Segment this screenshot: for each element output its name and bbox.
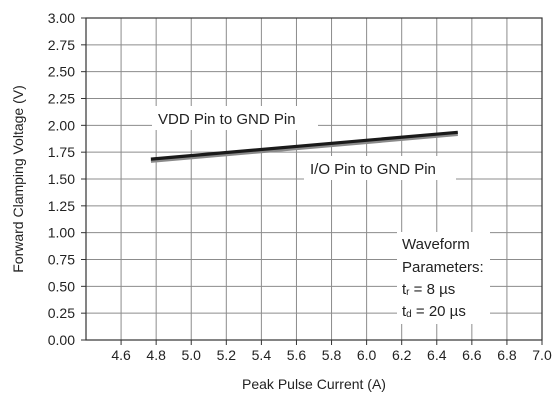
y-tick-label: 0.50 — [48, 278, 75, 294]
x-axis-title: Peak Pulse Current (A) — [242, 376, 386, 392]
x-tick-label: 6.6 — [462, 347, 482, 363]
y-tick-label: 0.75 — [48, 252, 75, 268]
y-tick-label: 3.00 — [48, 10, 75, 26]
y-tick-label: 0.25 — [48, 305, 75, 321]
y-tick-label: 1.75 — [48, 144, 75, 160]
y-tick-label: 1.50 — [48, 171, 75, 187]
td-symbol: t — [402, 303, 407, 320]
x-tick-label: 5.0 — [181, 347, 201, 363]
plot-frame — [85, 17, 543, 341]
x-tick-label: 6.4 — [427, 347, 447, 363]
x-tick-label: 5.8 — [322, 347, 342, 363]
y-tick-label: 2.75 — [48, 37, 75, 53]
x-tick-labels: 4.6 4.8 5.0 5.2 5.4 5.6 5.8 6.0 6.2 6.4 6.6 6.8 7.0 — [111, 347, 552, 363]
x-tick-label: 4.6 — [111, 347, 131, 363]
tr-symbol: t — [402, 281, 407, 298]
x-tick-label: 4.8 — [146, 347, 166, 363]
x-tick-label: 5.6 — [287, 347, 307, 363]
y-tick-label: 1.25 — [48, 198, 75, 214]
tr-value: = 8 µs — [410, 281, 456, 298]
y-tick-labels: 0.00 0.25 0.50 0.75 1.00 1.25 1.50 1.75 2.00 2.25… — [48, 10, 75, 348]
x-tick-label: 5.4 — [252, 347, 272, 363]
vdd-series-label: VDD Pin to GND Pin — [158, 111, 296, 128]
vdd-label-bg — [152, 106, 318, 130]
td-value: = 20 µs — [412, 303, 466, 320]
io-series-line — [150, 132, 458, 163]
tr-subscript: r — [406, 287, 410, 298]
waveform-params-label: Parameters: — [402, 259, 484, 276]
x-tick-label: 7.0 — [532, 347, 552, 363]
y-tick-label: 2.00 — [48, 117, 75, 133]
vdd-series-line — [150, 130, 458, 161]
rise-time-param: tr = 8 µs — [402, 281, 455, 298]
y-tick-label: 2.25 — [48, 91, 75, 107]
x-tick-label: 6.8 — [497, 347, 517, 363]
decay-time-param: td = 20 µs — [402, 303, 466, 320]
y-tick-label: 1.00 — [48, 225, 75, 241]
x-tick-label: 6.0 — [357, 347, 377, 363]
x-tick-label: 6.2 — [392, 347, 412, 363]
io-label-bg — [304, 156, 456, 180]
td-subscript: d — [406, 309, 412, 320]
y-axis-title: Forward Clamping Voltage (V) — [10, 85, 26, 273]
io-series-label: I/O Pin to GND Pin — [310, 161, 436, 178]
waveform-title: Waveform — [402, 236, 470, 253]
y-tick-label: 2.50 — [48, 64, 75, 80]
x-tick-label: 5.2 — [217, 347, 237, 363]
y-tick-label: 0.00 — [48, 332, 75, 348]
waveform-box-bg — [397, 232, 490, 324]
series-lines — [150, 130, 458, 163]
